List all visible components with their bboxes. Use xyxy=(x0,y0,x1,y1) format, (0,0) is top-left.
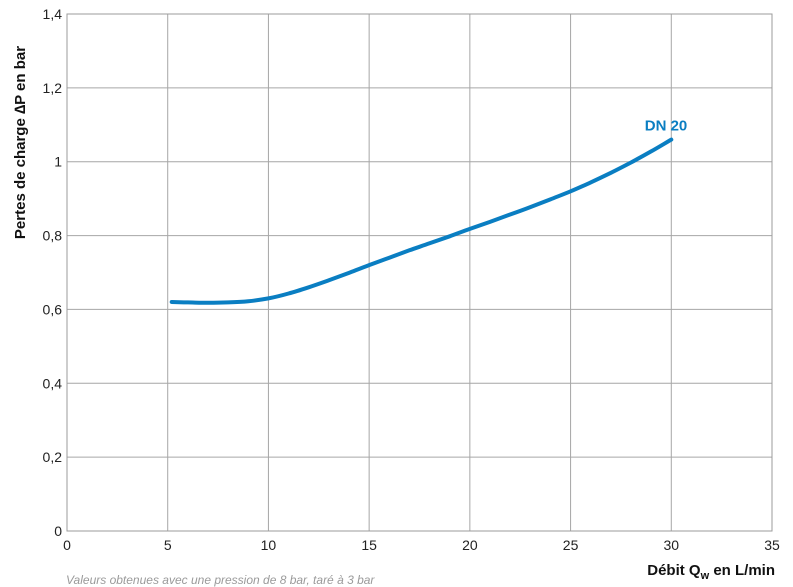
series-line-dn20 xyxy=(169,137,674,305)
x-tick-label: 25 xyxy=(563,537,579,553)
x-axis-label-prefix: Débit Q xyxy=(647,562,701,579)
x-tick-label: 15 xyxy=(361,537,377,553)
y-tick-label: 0,2 xyxy=(43,449,63,465)
footnote: Valeurs obtenues avec une pression de 8 … xyxy=(66,573,375,587)
x-axis-label-subscript: w xyxy=(700,570,710,582)
y-tick-label: 0,6 xyxy=(43,301,63,317)
y-tick-labels: 0 0,2 0,4 0,6 0,8 1 1,2 1,4 xyxy=(43,6,63,539)
x-tick-label: 35 xyxy=(764,537,780,553)
y-tick-label: 1,4 xyxy=(43,6,63,22)
x-tick-label: 5 xyxy=(164,537,172,553)
grid xyxy=(66,13,773,532)
series-layer: DN 20 xyxy=(169,118,688,305)
x-tick-label: 0 xyxy=(63,537,71,553)
x-axis-label: Débit Qw en L/min xyxy=(647,562,775,582)
y-tick-label: 0,4 xyxy=(43,375,63,391)
y-axis-label: Pertes de charge ∆P en bar xyxy=(12,46,29,239)
y-tick-label: 0,8 xyxy=(43,228,63,244)
y-tick-label: 1,2 xyxy=(43,80,63,96)
series-label-dn20: DN 20 xyxy=(645,118,688,135)
x-tick-label: 20 xyxy=(462,537,478,553)
x-tick-label: 10 xyxy=(261,537,277,553)
x-tick-labels: 0 5 10 15 20 25 30 35 xyxy=(63,537,780,553)
x-axis-label-suffix: en L/min xyxy=(709,562,775,579)
plot-frame xyxy=(66,13,773,532)
x-tick-label: 30 xyxy=(663,537,679,553)
y-tick-label: 1 xyxy=(54,154,62,170)
y-tick-label: 0 xyxy=(54,523,62,539)
